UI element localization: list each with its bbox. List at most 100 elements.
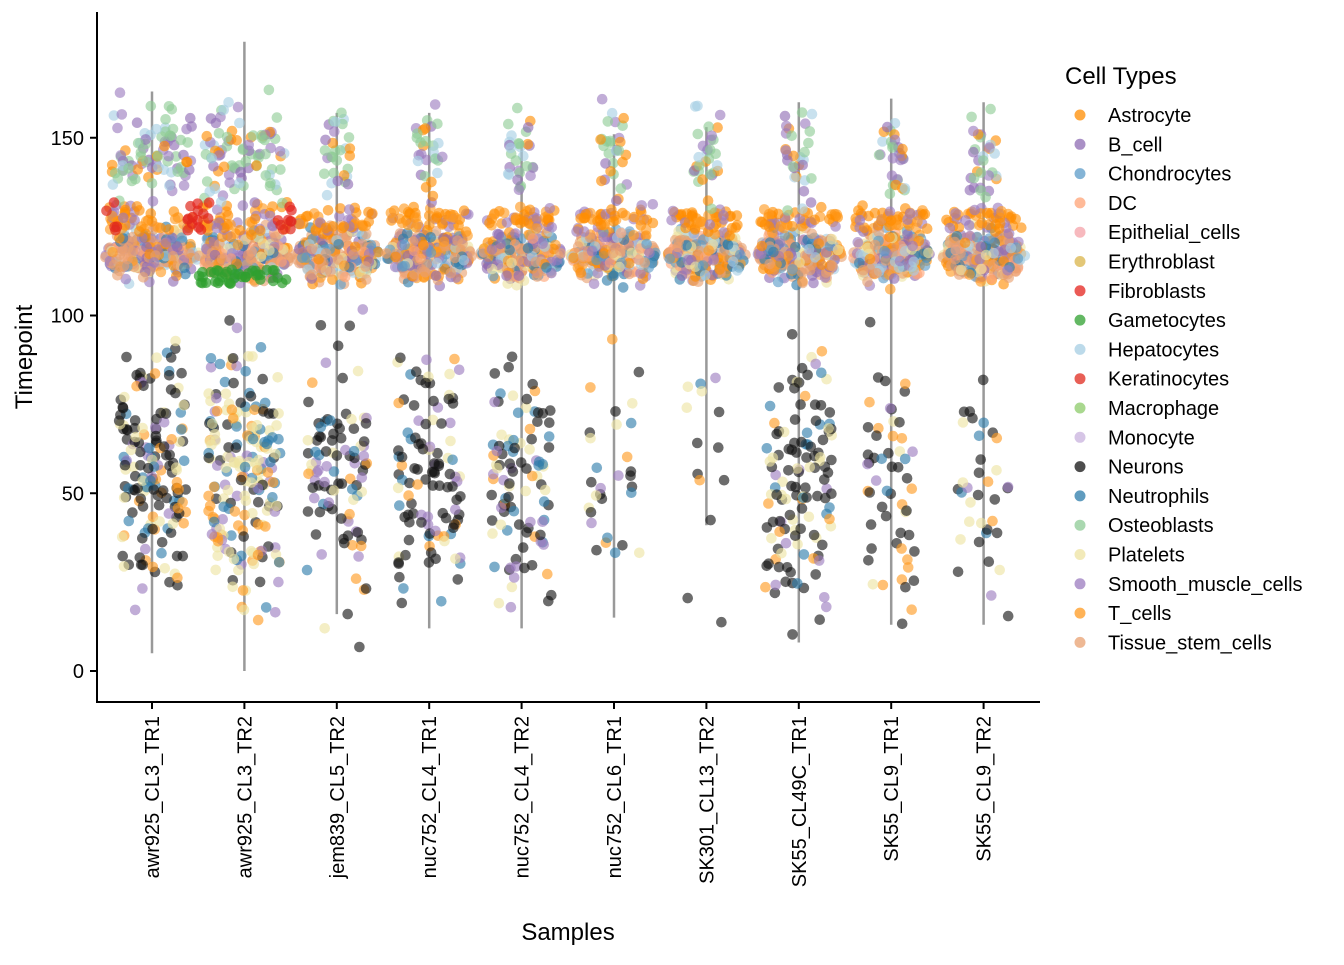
cell-point [506,257,517,269]
cell-point [702,195,714,206]
cell-point [220,269,231,280]
cell-point [238,604,250,616]
cell-point [420,377,432,389]
cell-point [433,137,444,149]
cell-point [973,430,985,442]
cell-point [183,213,194,225]
cell-point [254,576,266,588]
cell-point [641,224,652,235]
cell-point [906,483,918,495]
cell-point [890,179,902,191]
cell-point [968,125,979,137]
cell-point [973,467,985,479]
cell-point [227,581,238,593]
cell-point [791,447,802,458]
cell-point [506,581,518,593]
cell-point [983,556,995,567]
cell-point [706,130,718,142]
legend-marker [1074,461,1086,473]
cell-point [121,351,132,363]
cell-point [713,406,725,418]
cell-point [339,271,351,283]
cell-point [816,259,828,271]
cell-point [344,150,356,162]
cell-point [615,136,626,148]
cell-point [900,378,911,390]
cell-point [779,110,791,122]
legend-marker [1074,109,1086,121]
cell-point [821,601,832,613]
cell-point [697,260,709,271]
cell-point [896,543,907,554]
cell-point [895,154,906,166]
cell-point [522,122,534,133]
cell-point [504,458,516,470]
cell-point [495,238,506,250]
cell-point [785,567,796,578]
legend-marker [1074,138,1086,150]
cell-point [264,210,276,222]
cell-point [586,476,597,488]
cell-point [817,539,828,551]
cell-point [775,221,787,232]
cell-point [323,497,335,508]
cell-point [449,353,460,365]
cell-point [495,388,506,399]
cell-point [420,418,432,430]
cell-point [137,559,148,571]
cell-point [969,204,980,216]
cell-point [252,614,264,626]
cell-point [110,224,121,236]
cell-point [267,477,279,488]
cell-point [773,561,785,573]
cell-point [699,269,711,281]
cell-point [786,130,797,142]
cell-point [857,264,869,276]
x-tick-label: SK55_CL9_TR2 [974,716,996,862]
cell-point [152,222,164,233]
cell-point [862,458,873,470]
cell-point [177,550,189,562]
cell-point [826,454,837,466]
cell-point [173,484,184,495]
cell-point [155,266,167,278]
cell-point [396,451,408,463]
cell-point [271,112,283,123]
cell-point [108,197,120,208]
cell-point [417,239,429,251]
cell-point [824,513,835,525]
cell-point [171,241,183,252]
cell-point [959,237,971,249]
cell-point [227,413,239,424]
cell-point [527,470,538,482]
cell-point [215,196,227,208]
cell-point [991,465,1002,476]
cell-point [614,261,625,273]
cell-point [445,435,456,447]
cell-point [774,515,786,527]
cell-point [412,128,423,139]
cell-point [145,100,157,112]
cell-point [510,228,521,239]
cell-point [813,555,825,566]
cell-point [208,481,220,493]
cell-point [175,134,187,146]
cell-point [815,452,826,463]
cell-point [899,453,911,465]
cell-point [319,476,330,488]
cell-point [147,196,159,207]
cell-point [246,229,257,241]
cell-point [618,112,629,124]
cell-point [1005,242,1017,254]
cell-point [1002,610,1014,622]
cell-point [228,553,240,565]
cell-point [866,543,877,554]
cell-point [513,270,525,282]
cell-point [501,217,513,228]
cell-point [231,322,243,334]
cell-point [206,153,218,164]
cell-point [203,388,214,399]
legend-label: T_cells [1108,603,1171,625]
cell-point [794,257,805,268]
cell-point [246,477,257,488]
